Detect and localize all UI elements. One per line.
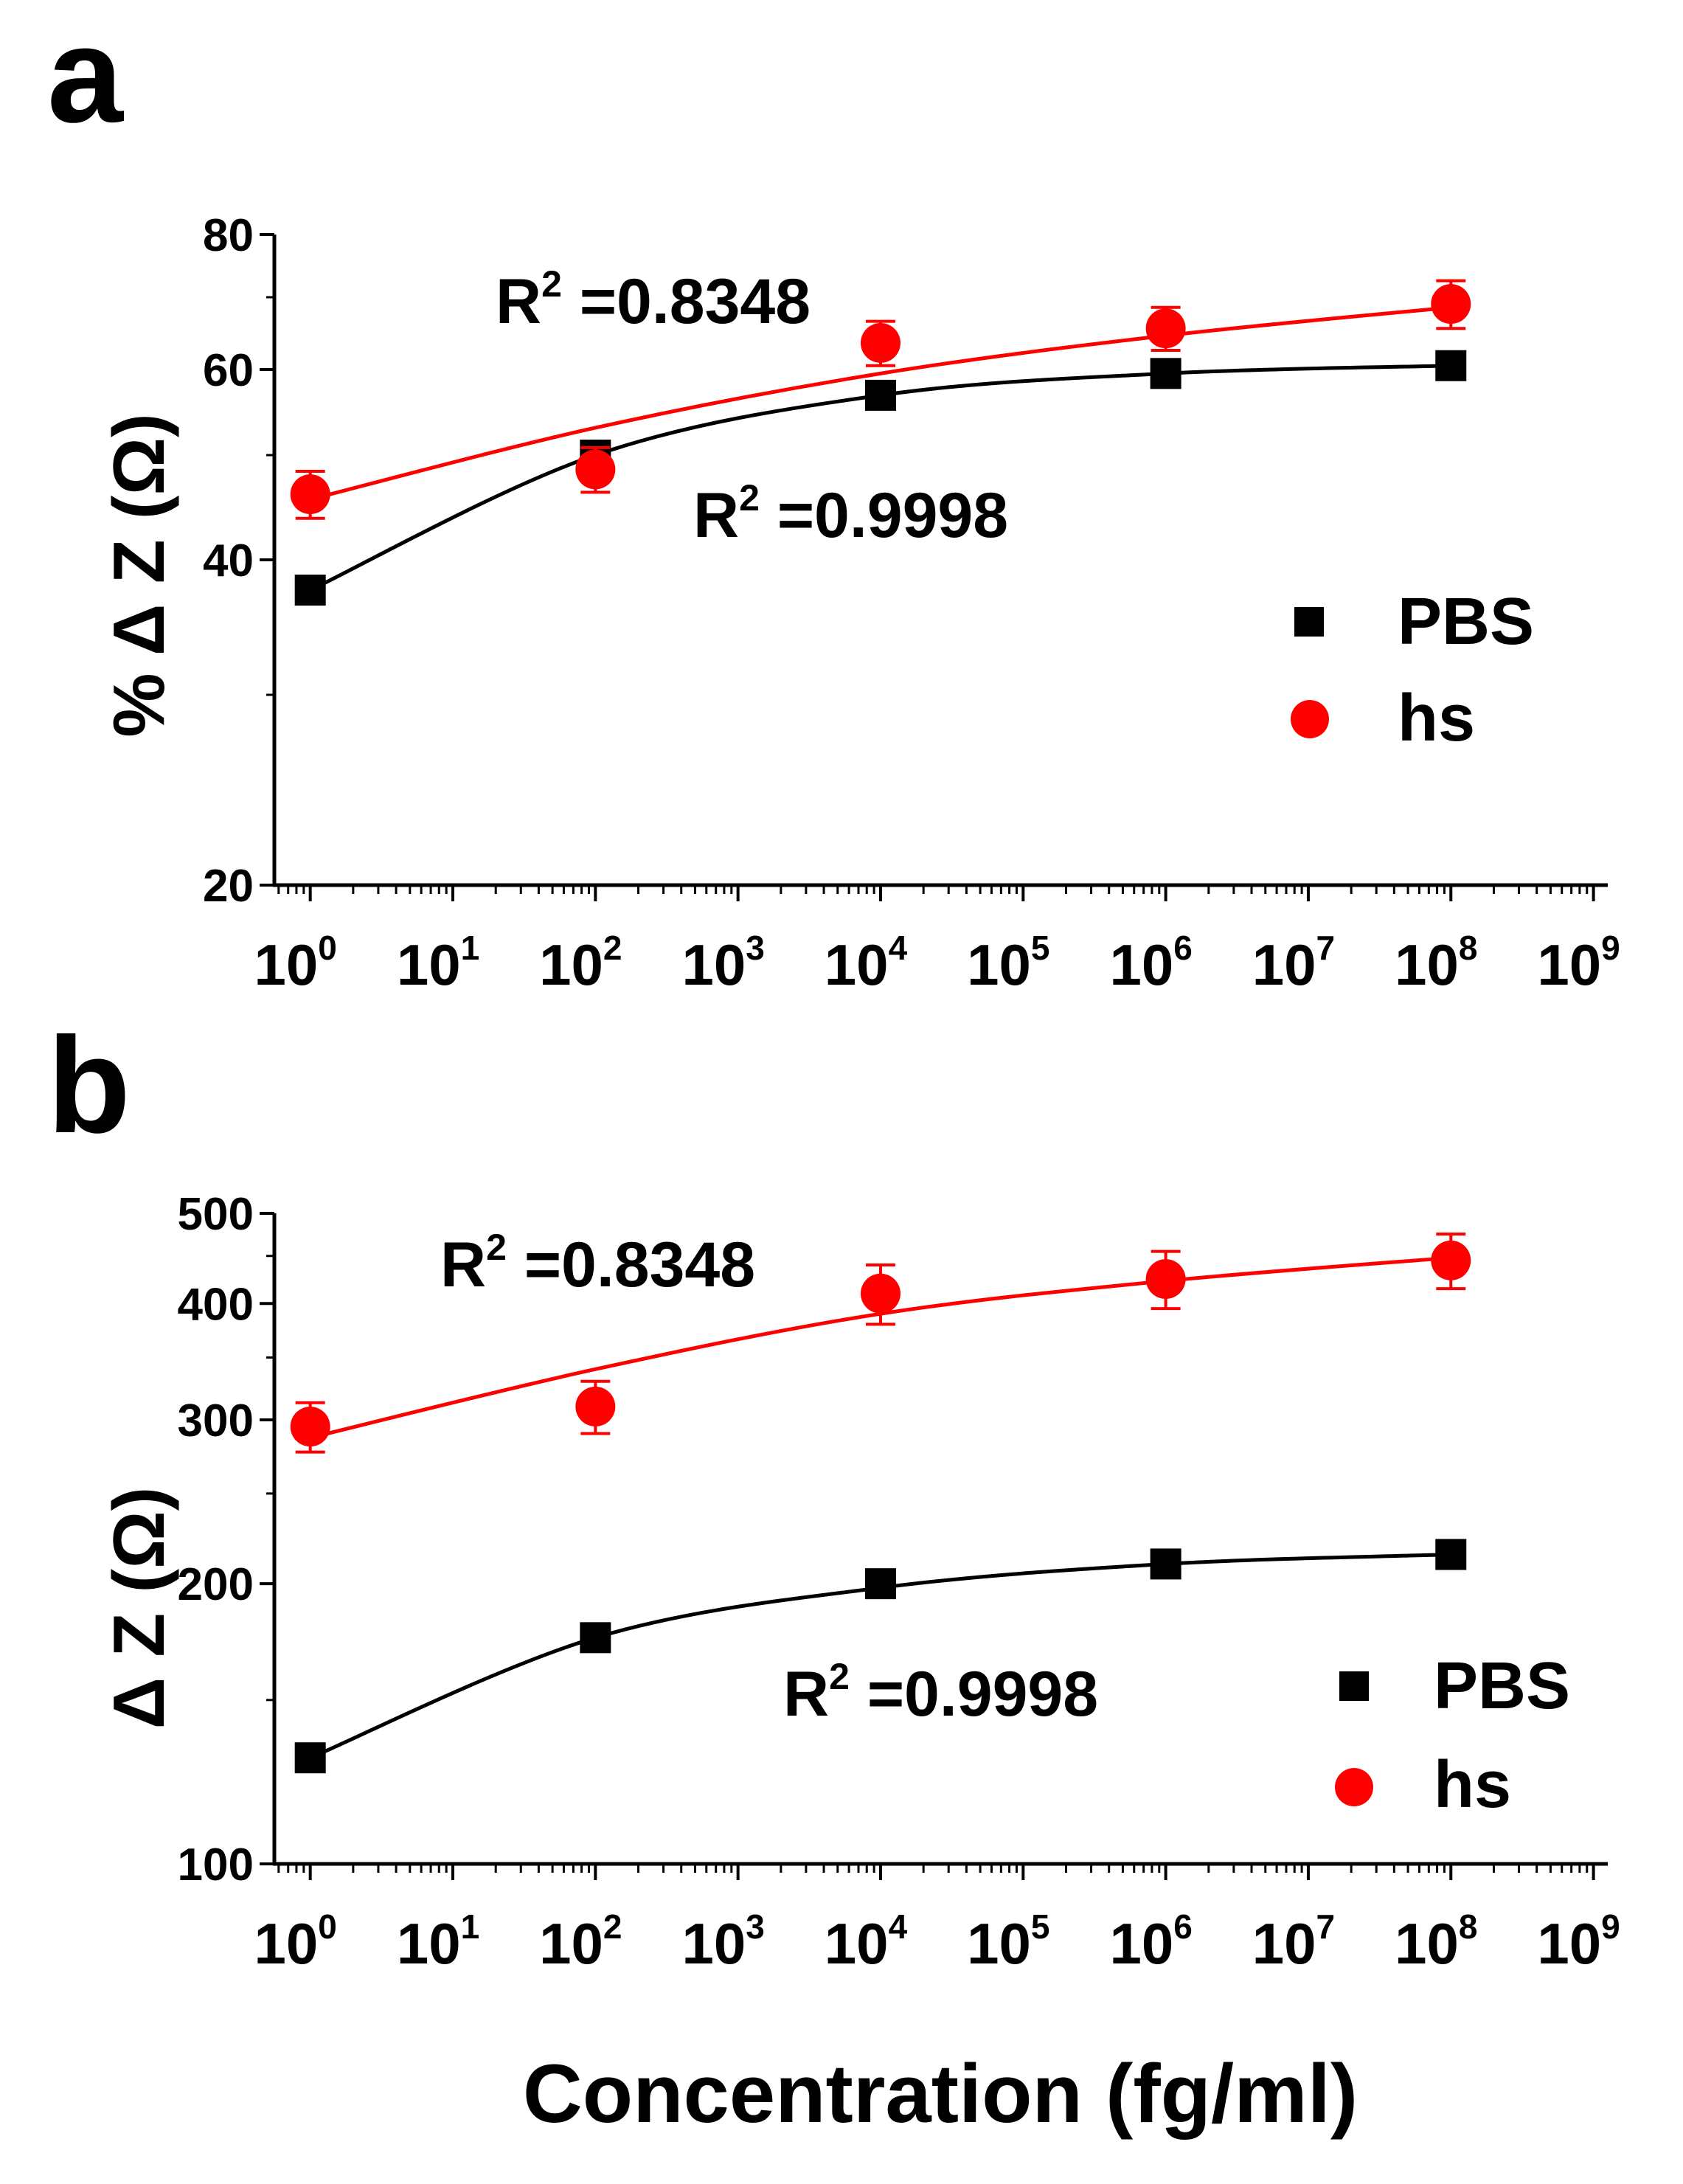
x-tick-label: 109	[1537, 1907, 1620, 1976]
pbs-data-point	[294, 1742, 326, 1774]
x-tick-label: 103	[681, 1907, 764, 1976]
x-tick-label: 107	[1252, 1907, 1335, 1976]
y-tick-label: 40	[203, 535, 254, 586]
pbs-data-point	[1435, 350, 1467, 381]
panel-a: a 100 101 102 103 104 105 106 107 108 109 20 40 60 80…	[47, 0, 1620, 997]
panel-b-axes: 100 101 102 103 104 105 106 107 108 109 100 200 300 4…	[178, 1189, 1620, 1976]
pbs-data-point	[864, 1568, 896, 1600]
hs-fit-curve	[310, 305, 1451, 502]
x-tick-label: 109	[1537, 929, 1620, 997]
x-tick-label: 101	[397, 1907, 479, 1976]
hs-data-point	[575, 449, 616, 490]
hs-data-point	[575, 1386, 616, 1426]
legend-hs-label: hs	[1398, 682, 1475, 755]
y-tick-label: 400	[178, 1279, 254, 1330]
panel-label-b: b	[47, 1010, 131, 1162]
x-tick-label: 100	[254, 929, 337, 997]
y-tick-label: 80	[203, 210, 254, 261]
panel-b: b 100 101 102 103 104 105 106 107 108 109 100 200 30…	[47, 1010, 1620, 1976]
hs-data-point	[290, 474, 330, 515]
x-tick-label: 104	[825, 1907, 908, 1976]
hs-data-point	[1431, 284, 1471, 325]
svg-text:% Δ Z (Ω): % Δ Z (Ω)	[98, 413, 179, 737]
legend-pbs-marker	[1339, 1671, 1369, 1701]
panel-a-r2-hs: R2 =0.8348	[496, 263, 811, 337]
x-tick-label: 101	[397, 929, 479, 997]
panel-b-r2-hs: R2 =0.8348	[440, 1227, 755, 1300]
legend-hs-marker	[1335, 1768, 1373, 1806]
panel-a-legend: PBS hs	[1291, 585, 1534, 755]
pbs-data-point	[1150, 1548, 1181, 1580]
legend-pbs-marker	[1294, 607, 1324, 637]
x-tick-label: 102	[539, 929, 622, 997]
legend-pbs-label: PBS	[1398, 585, 1534, 659]
panel-a-data-marks	[290, 279, 1471, 606]
legend-hs-marker	[1291, 700, 1329, 738]
y-tick-label: 200	[178, 1559, 254, 1610]
panel-a-axes: 100 101 102 103 104 105 106 107 108 109 20 40 60 80	[203, 210, 1620, 997]
panel-label-a: a	[47, 0, 125, 151]
y-tick-label: 500	[178, 1189, 254, 1240]
pbs-data-point	[864, 379, 896, 411]
x-tick-label: 106	[1109, 929, 1192, 997]
x-tick-label: 105	[967, 929, 1049, 997]
x-tick-label: 108	[1395, 929, 1477, 997]
hs-data-point	[1431, 1240, 1471, 1280]
x-tick-label: 104	[825, 929, 908, 997]
hs-data-point	[860, 322, 901, 363]
x-tick-label: 100	[254, 1907, 337, 1976]
x-tick-label: 103	[681, 929, 764, 997]
x-tick-label: 102	[539, 1907, 622, 1976]
hs-data-point	[1145, 1259, 1186, 1300]
x-tick-label: 105	[967, 1907, 1049, 1976]
y-tick-label: 60	[203, 345, 254, 396]
x-tick-label: 108	[1395, 1907, 1477, 1976]
pbs-data-point	[1435, 1539, 1467, 1570]
x-axis-label: Concentration (fg/ml)	[523, 2048, 1358, 2140]
legend-hs-label: hs	[1434, 1748, 1511, 1822]
hs-data-point	[290, 1407, 330, 1447]
legend-pbs-label: PBS	[1434, 1649, 1570, 1723]
y-tick-label: 300	[178, 1396, 254, 1446]
x-tick-label: 107	[1252, 929, 1335, 997]
y-tick-label: 20	[203, 861, 254, 912]
pbs-data-point	[1150, 358, 1181, 389]
panel-b-legend: PBS hs	[1335, 1649, 1570, 1822]
panel-a-y-axis-label: % Δ Z (Ω)	[98, 413, 179, 737]
panel-a-r2-pbs: R2 =0.9998	[693, 477, 1008, 551]
svg-text:Δ Z (Ω): Δ Z (Ω)	[98, 1487, 179, 1730]
panel-b-data-marks	[290, 1233, 1471, 1774]
hs-data-point	[1145, 308, 1186, 349]
y-tick-label: 100	[178, 1840, 254, 1890]
panel-b-r2-pbs: R2 =0.9998	[783, 1656, 1098, 1730]
panel-b-y-axis-label: Δ Z (Ω)	[98, 1487, 179, 1730]
pbs-data-point	[580, 1622, 611, 1654]
x-tick-label: 106	[1109, 1907, 1192, 1976]
hs-data-point	[860, 1273, 901, 1314]
pbs-data-point	[294, 575, 326, 606]
